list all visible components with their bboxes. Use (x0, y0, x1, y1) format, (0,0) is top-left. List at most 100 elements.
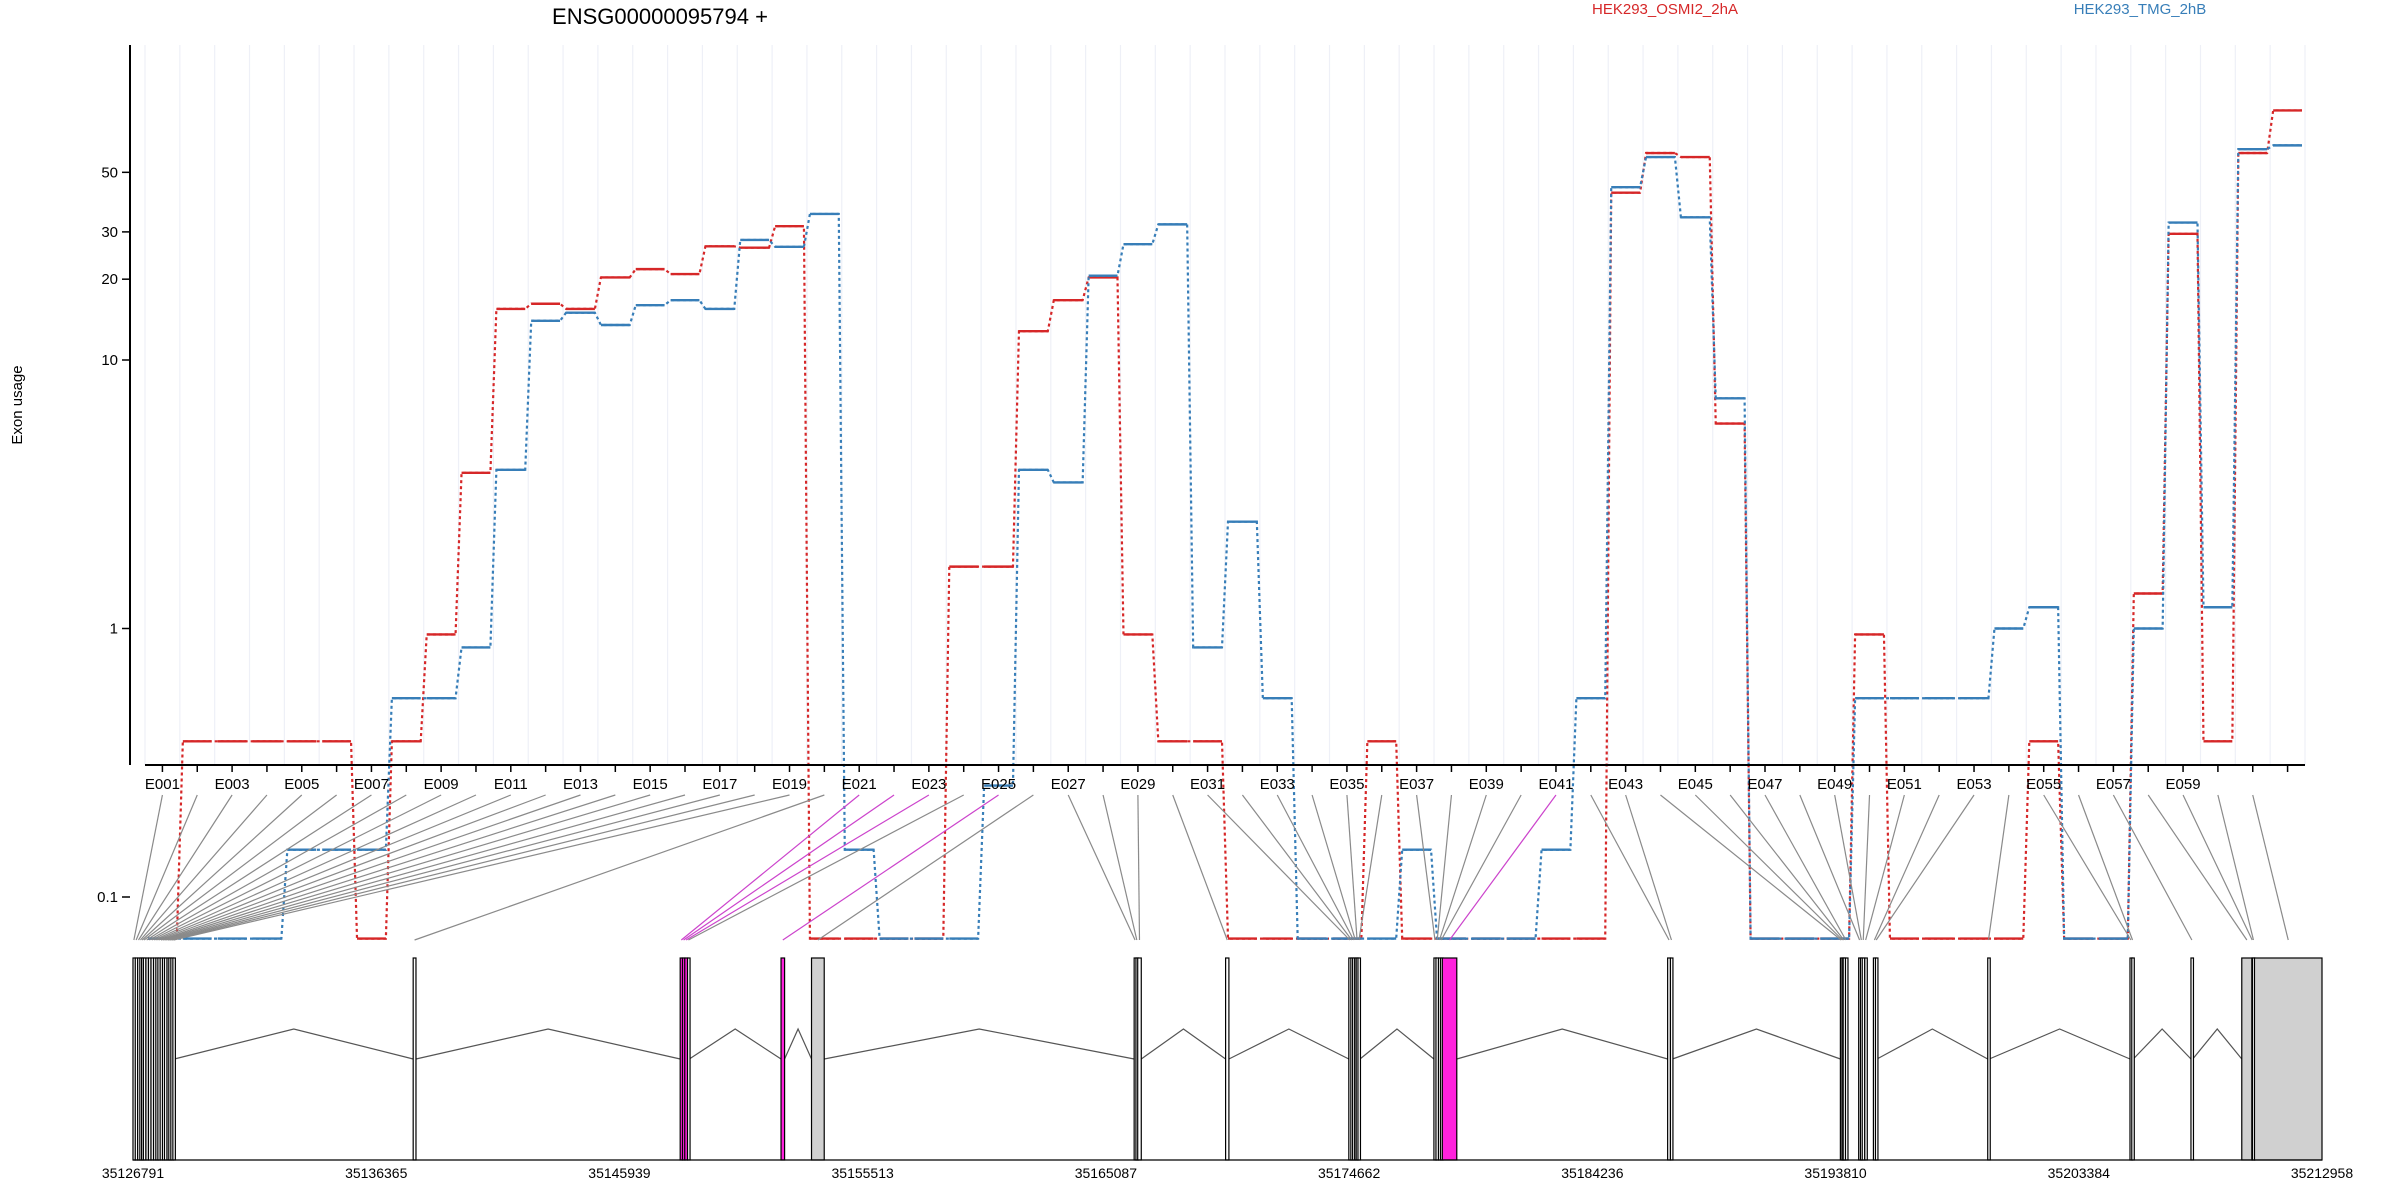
coord-label-3: 35155513 (832, 1165, 895, 1181)
legend-osmi: HEK293_OSMI2_2hA (1592, 1, 1738, 18)
x-tick-label-9: E019 (772, 776, 807, 793)
exon-box-25 (810, 957, 825, 1161)
intron-6 (1228, 1028, 1350, 1060)
y-tick-label-2: 10 (101, 352, 118, 369)
exon-box-42 (1669, 957, 1674, 1161)
connector-18 (173, 794, 790, 941)
y-tick-label-3: 20 (101, 271, 118, 288)
x-tick-label-0: E001 (145, 776, 180, 793)
connector-50 (1865, 794, 1905, 941)
connector-24 (782, 794, 999, 941)
exon-box-50 (1864, 957, 1868, 1161)
connector-25 (817, 794, 1034, 941)
x-tick-label-17: E035 (1329, 776, 1364, 793)
coord-label-0: 35126791 (102, 1165, 165, 1181)
connector-43 (1660, 794, 1842, 941)
connector-1 (135, 794, 198, 941)
exon-box-57 (2241, 957, 2253, 1161)
connector-49 (1862, 794, 1871, 941)
connector-37 (1436, 794, 1453, 941)
exon-box-24 (780, 957, 786, 1161)
connector-59 (2217, 794, 2255, 941)
x-tick-label-5: E011 (494, 776, 528, 793)
connector-42 (1625, 794, 1673, 941)
intron-1 (415, 1028, 681, 1060)
connector-2 (137, 794, 233, 941)
x-tick-label-12: E025 (981, 776, 1016, 793)
connector-13 (163, 794, 616, 941)
intron-5 (1140, 1028, 1226, 1060)
connector-10 (156, 794, 512, 941)
connector-51 (1873, 794, 1940, 941)
connector-57 (2147, 794, 2248, 941)
connector-45 (1729, 794, 1845, 941)
series-layer (148, 109, 2302, 940)
connector-41 (1590, 794, 1670, 941)
grid-layer (144, 45, 2306, 765)
intron-0 (174, 1028, 414, 1060)
connector-9 (154, 794, 477, 941)
coord-label-4: 35165087 (1075, 1165, 1138, 1181)
x-tick-label-27: E055 (2026, 776, 2061, 793)
connector-60 (2252, 794, 2289, 941)
exon-box-60 (2253, 957, 2323, 1161)
x-tick-label-29: E059 (2166, 776, 2201, 793)
connector-12 (160, 794, 581, 941)
exon-box-23 (686, 957, 691, 1161)
coord-label-1: 35136365 (345, 1165, 408, 1181)
connector-33 (1311, 794, 1356, 941)
connector-23 (688, 794, 964, 941)
x-tick-label-26: E053 (1957, 776, 1992, 793)
coord-label-2: 35145939 (588, 1165, 651, 1181)
x-tick-label-18: E037 (1399, 776, 1434, 793)
connector-48 (1834, 794, 1862, 941)
intron-7 (1359, 1028, 1435, 1060)
coord-label-7: 35193810 (1804, 1165, 1867, 1181)
connector-0 (133, 794, 164, 941)
x-tick-label-20: E041 (1538, 776, 1573, 793)
intron-12 (2132, 1028, 2192, 1060)
connector-52 (1875, 794, 1975, 941)
y-tick-label-1: 1 (110, 621, 118, 638)
legend-tmg: HEK293_TMG_2hB (2074, 1, 2207, 18)
x-tick-label-15: E031 (1190, 776, 1225, 793)
coord-label-5: 35174662 (1318, 1165, 1381, 1181)
connector-56 (2112, 794, 2193, 941)
exon-box-56 (2190, 957, 2195, 1161)
intron-13 (2192, 1028, 2243, 1060)
connector-32 (1276, 794, 1355, 941)
x-tick-label-8: E017 (702, 776, 737, 793)
connector-39 (1440, 794, 1522, 941)
x-tick-label-21: E043 (1608, 776, 1643, 793)
x-tick-label-19: E039 (1469, 776, 1504, 793)
exon-box-46 (1844, 957, 1849, 1161)
connector-11 (158, 794, 546, 941)
intron-11 (1989, 1028, 2131, 1060)
x-tick-label-10: E021 (842, 776, 877, 793)
x-tick-label-24: E049 (1817, 776, 1852, 793)
connector-40 (1449, 794, 1557, 941)
gene-model: 35126791 35136365 35145939 35155513 35165087… (102, 957, 2353, 1181)
connector-54 (2043, 794, 2132, 941)
connector-55 (2077, 794, 2134, 941)
connector-58 (2182, 794, 2253, 941)
x-tick-label-1: E003 (215, 776, 250, 793)
connector-17 (171, 794, 755, 941)
connector-16 (169, 794, 720, 941)
connector-34 (1346, 794, 1358, 941)
exon-box-40 (1441, 957, 1458, 1161)
intron-10 (1876, 1028, 1989, 1060)
x-tick-label-23: E047 (1747, 776, 1782, 793)
x-tick-label-3: E007 (354, 776, 389, 793)
connector-53 (1987, 794, 2010, 941)
connector-20 (680, 794, 860, 941)
exon-box-28 (1137, 957, 1142, 1161)
connector-30 (1207, 794, 1351, 941)
connector-46 (1764, 794, 1847, 941)
connector-35 (1358, 794, 1383, 941)
axis-layer: 0.1 1 10 20 30 50 E001 E003 E005 E007 E009 E011 E013… (97, 45, 2305, 906)
exon-box-55 (2131, 957, 2135, 1161)
connector-5 (143, 794, 337, 941)
connector-19 (414, 794, 825, 941)
